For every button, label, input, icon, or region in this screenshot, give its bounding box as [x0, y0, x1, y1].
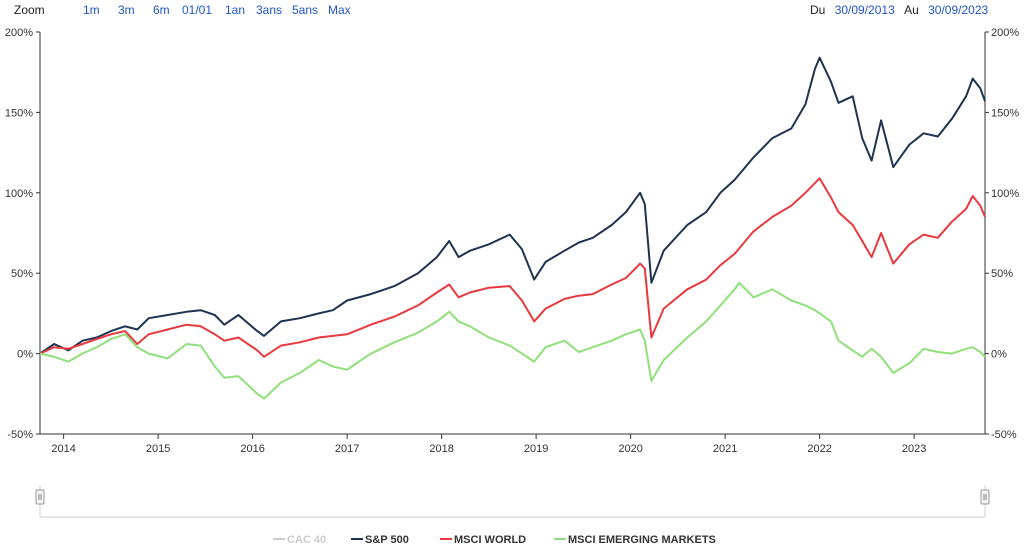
series-line-1[interactable] — [39, 56, 986, 355]
y-tick-label-right: 150% — [991, 107, 1019, 119]
y-tick-label-left: 100% — [5, 188, 33, 200]
legend-label: CAC 40 — [287, 534, 326, 546]
zoom-1y-button[interactable]: 1an — [225, 3, 246, 17]
y-tick-label-right: 100% — [991, 188, 1019, 200]
y-tick-label-right: -50% — [991, 429, 1017, 441]
zoom-5y-button[interactable]: 5ans — [292, 3, 319, 17]
legend-item-0[interactable]: CAC 40 — [273, 534, 326, 546]
y-tick-label-left: 50% — [11, 268, 33, 280]
x-tick-label: 2017 — [335, 443, 359, 455]
x-tick-label: 2022 — [807, 443, 831, 455]
y-tick-label-left: 200% — [5, 27, 33, 39]
to-date-input[interactable]: 30/09/2023 — [928, 3, 989, 17]
x-tick-label: 2020 — [618, 443, 642, 455]
y-tick-label-left: 150% — [5, 107, 33, 119]
legend-label: MSCI WORLD — [454, 534, 526, 546]
y-tick-label-left: 0% — [17, 349, 33, 361]
x-tick-label: 2019 — [524, 443, 548, 455]
zoom-label: Zoom — [14, 3, 45, 17]
zoom-3m-button[interactable]: 3m — [118, 3, 135, 17]
legend-item-3[interactable]: MSCI EMERGING MARKETS — [554, 534, 716, 546]
y-tick-label-right: 50% — [991, 268, 1013, 280]
y-tick-label-left: -50% — [7, 429, 33, 441]
zoom-1m-button[interactable]: 1m — [83, 3, 100, 17]
zoom-ytd-button[interactable]: 01/01 — [182, 3, 213, 17]
zoom-3y-button[interactable]: 3ans — [256, 3, 283, 17]
date-range: Du 30/09/2013 Au 30/09/2023 — [810, 3, 988, 17]
legend-item-1[interactable]: S&P 500 — [351, 534, 409, 546]
from-label: Du — [810, 3, 826, 17]
series-line-3[interactable] — [39, 281, 986, 400]
x-tick-label: 2015 — [146, 443, 170, 455]
navigator-left-handle[interactable] — [35, 489, 45, 505]
x-tick-label: 2023 — [902, 443, 926, 455]
navigator-right-handle[interactable] — [980, 489, 990, 505]
navigator[interactable] — [35, 485, 990, 518]
x-tick-label: 2014 — [51, 443, 75, 455]
zoom-toolbar: Zoom 1m 3m 6m 01/01 1an 3ans 5ans Max Du… — [0, 0, 1024, 20]
legend-label: S&P 500 — [365, 534, 409, 546]
y-tick-label-right: 0% — [991, 349, 1007, 361]
legend-item-2[interactable]: MSCI WORLD — [440, 534, 526, 546]
to-label: Au — [904, 3, 919, 17]
zoom-max-button[interactable]: Max — [328, 3, 351, 17]
from-date-input[interactable]: 30/09/2013 — [834, 3, 895, 17]
series-line-2[interactable] — [39, 177, 986, 358]
legend-label: MSCI EMERGING MARKETS — [568, 534, 716, 546]
x-tick-label: 2018 — [429, 443, 453, 455]
y-tick-label-right: 200% — [991, 27, 1019, 39]
x-tick-label: 2021 — [713, 443, 737, 455]
x-tick-label: 2016 — [240, 443, 264, 455]
series-lines — [39, 56, 986, 400]
zoom-6m-button[interactable]: 6m — [153, 3, 170, 17]
legend: CAC 40 S&P 500 MSCI WORLD MSCI EMERGING MAR… — [273, 534, 716, 546]
axes: 200% 200% 150% 150% 100% 100% 50% 50% 0% 0% -50% -5… — [5, 27, 1019, 455]
